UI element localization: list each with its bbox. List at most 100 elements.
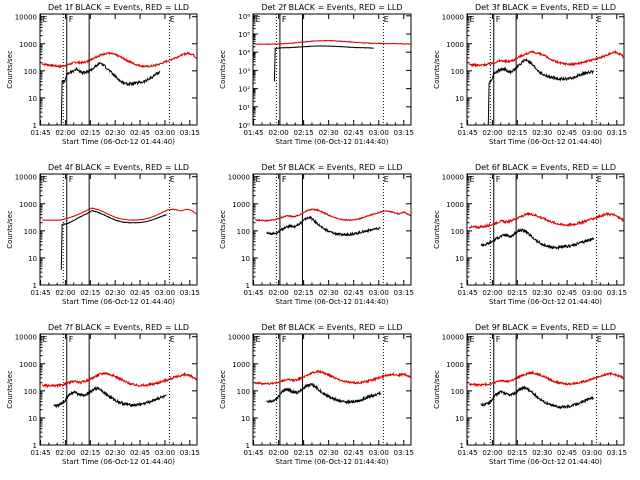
phase-marker: F [496,175,501,184]
phase-marker: F [69,175,74,184]
chart-panel-5: Det 5f BLACK = Events, RED = LLD 01:45 02:… [219,163,414,306]
events-series-line [480,385,594,410]
y-tick-label: 10¹ [238,104,250,112]
x-tick-label: 02:45 [130,129,150,137]
x-tick-label: 02:15 [80,449,100,457]
x-axis-label: Start Time (06-Oct-12 01:44:40) [489,138,602,146]
x-tick-label: 02:00 [268,129,288,137]
y-tick-label: 1 [460,282,464,290]
y-tick-label: 10⁶ [238,13,250,21]
phase-marker: F [69,335,74,344]
lld-series-line [254,39,411,46]
y-tick-label: 100 [237,228,250,236]
y-tick-label: 10000 [442,334,464,342]
x-axis-label: Start Time (06-Oct-12 01:44:40) [276,458,389,466]
x-tick-label: 02:00 [482,289,502,297]
chart-title: Det 5f BLACK = Events, RED = LLD [261,163,402,172]
x-tick-label: 01:45 [30,289,50,297]
y-tick-label: 1 [33,122,37,130]
x-tick-label: 03:00 [155,289,175,297]
x-tick-label: 03:15 [394,289,414,297]
y-axis-label: Counts/sec [219,370,227,409]
y-axis-label: Counts/sec [433,210,441,249]
y-tick-label: 10³ [238,67,250,75]
plot-frame [39,333,198,446]
y-tick-label: 1000 [446,201,464,209]
phase-marker: E [43,175,48,184]
x-tick-label: 02:45 [557,129,577,137]
x-tick-label: 02:45 [344,449,364,457]
phase-marker: E [470,175,475,184]
x-tick-label: 03:15 [607,129,627,137]
y-axis-label: Counts/sec [433,370,441,409]
chart-panel-6: Det 6f BLACK = Events, RED = LLD 01:45 02:… [433,163,627,306]
x-tick-label: 01:45 [457,129,477,137]
y-tick-label: 10000 [15,334,37,342]
x-tick-label: 03:00 [155,129,175,137]
y-axis-label: Counts/sec [219,50,227,89]
chart-title: Det 8f BLACK = Events, RED = LLD [261,323,402,332]
y-tick-label: 1000 [446,361,464,369]
y-tick-label: 100 [237,388,250,396]
x-tick-label: 03:00 [582,289,602,297]
x-tick-label: 03:15 [607,289,627,297]
x-tick-label: 01:45 [30,129,50,137]
x-axis-label: Start Time (06-Oct-12 01:44:40) [62,298,175,306]
x-tick-label: 02:45 [344,129,364,137]
x-tick-label: 01:45 [243,129,263,137]
plot-frame [252,13,412,126]
chart-panel-7: Det 7f BLACK = Events, RED = LLD 01:45 02:… [6,323,200,466]
phase-marker: F [496,15,501,24]
phase-marker: E [170,15,175,24]
chart-title: Det 3f BLACK = Events, RED = LLD [475,3,616,12]
phase-marker: E [256,15,261,24]
events-series-line [60,61,161,126]
phase-marker: E [384,15,389,24]
phase-marker: E [256,175,261,184]
x-tick-label: 02:30 [105,289,125,297]
y-tick-label: 10 [455,415,464,423]
phase-marker: E [597,335,602,344]
phase-marker: F [282,335,287,344]
x-tick-label: 02:15 [294,449,314,457]
x-axis-label: Start Time (06-Oct-12 01:44:40) [276,298,389,306]
y-tick-label: 10 [241,415,250,423]
y-tick-label: 1000 [19,201,37,209]
y-tick-label: 100 [451,68,464,76]
phase-marker: E [43,335,48,344]
phase-marker: E [470,15,475,24]
x-tick-label: 02:45 [344,289,364,297]
y-tick-label: 100 [451,388,464,396]
events-series-line [60,210,167,270]
y-axis-label: Counts/sec [6,210,14,249]
y-tick-label: 1 [460,442,464,450]
y-tick-label: 10 [28,95,37,103]
x-tick-label: 02:15 [507,289,527,297]
x-tick-label: 02:00 [268,449,288,457]
plot-frame [466,13,625,126]
events-series-line [273,45,374,82]
y-tick-label: 1 [33,282,37,290]
x-tick-label: 02:15 [507,449,527,457]
x-tick-label: 02:30 [532,289,552,297]
x-tick-label: 02:15 [80,289,100,297]
lld-series-line [468,211,624,230]
y-tick-label: 1000 [19,361,37,369]
y-tick-label: 1 [246,442,250,450]
y-axis-label: Counts/sec [6,50,14,89]
phase-marker: E [384,175,389,184]
x-tick-label: 03:15 [180,449,200,457]
phase-marker: E [384,335,389,344]
events-series-line [480,227,595,251]
phase-marker: E [170,335,175,344]
y-tick-label: 10000 [228,174,250,182]
events-series-line [53,385,167,409]
y-tick-label: 1000 [19,41,37,49]
x-tick-label: 02:30 [532,449,552,457]
y-tick-label: 1000 [446,41,464,49]
events-series-line [487,57,595,125]
y-axis-label: Counts/sec [219,210,227,249]
y-tick-label: 100 [24,68,37,76]
